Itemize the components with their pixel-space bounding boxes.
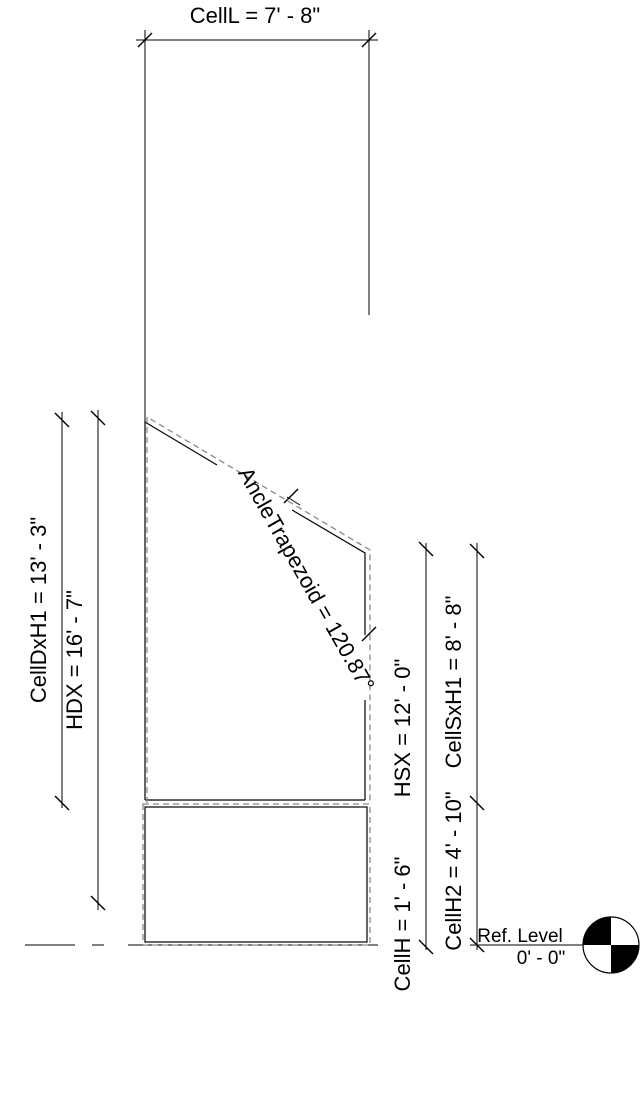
label-cell-l: CellL = 7' - 8" [190, 3, 320, 28]
label-hsx: HSX = 12' - 0" [390, 659, 415, 798]
dim-cell-l [136, 30, 378, 50]
dim-hsx [418, 541, 434, 955]
dim-cell-dx-h1 [54, 412, 70, 811]
level-elevation: 0' - 0" [517, 948, 565, 969]
dim-hdx [90, 410, 106, 911]
dim-angle-trapezoid [283, 488, 377, 642]
label-hdx: HDX = 16' - 7" [62, 590, 87, 730]
label-cell-h2: CellH2 = 4' - 10" [441, 791, 466, 950]
dim-cell-sx-h1 [469, 543, 485, 953]
label-cell-sx-h1: CellSxH1 = 8' - 8" [441, 596, 466, 769]
cell-extension-lines [144, 40, 370, 470]
base-cell [142, 803, 371, 946]
level-name: Ref. Level [477, 926, 563, 947]
level-marker-icon [582, 916, 640, 974]
label-cell-h: CellH = 1' - 6" [390, 857, 415, 992]
trapezoid-panel [144, 420, 366, 801]
trapezoid-outline-dashed [146, 415, 371, 803]
label-cell-dx-h1: CellDxH1 = 13' - 3" [26, 517, 51, 703]
label-angle-trapezoid: AncleTrapezoid = 120.87° [233, 463, 379, 696]
